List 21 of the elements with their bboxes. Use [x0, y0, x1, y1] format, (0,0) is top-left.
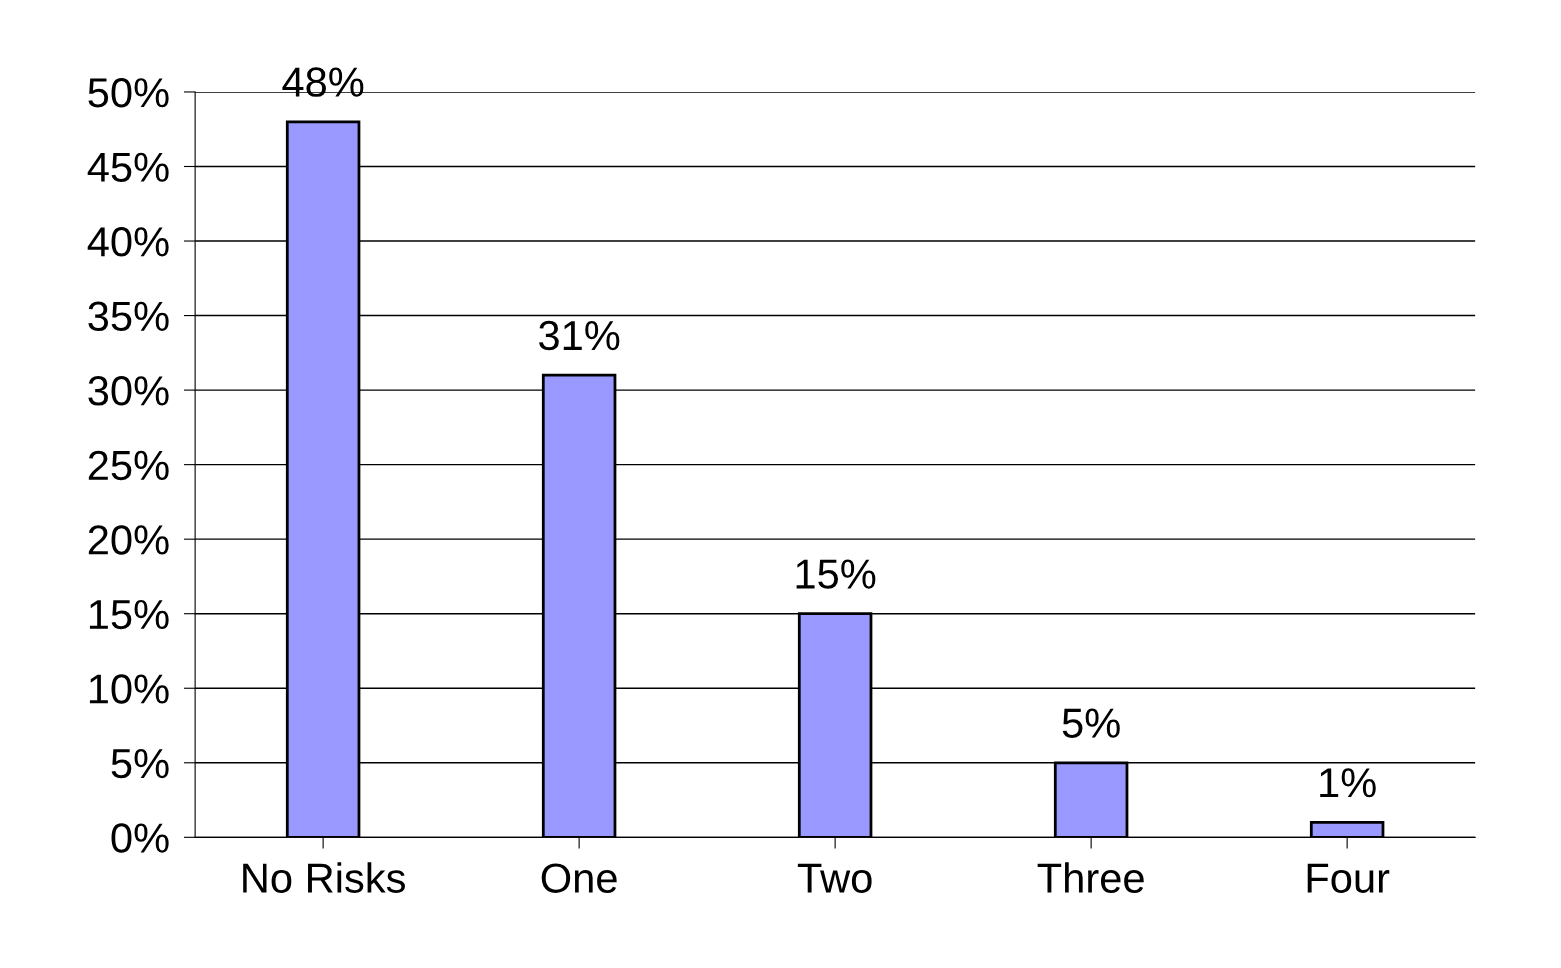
data-label: 15% — [796, 559, 876, 589]
data-label: 1% — [1320, 768, 1376, 798]
data-label: 5% — [1062, 708, 1120, 738]
x-tick-label: Two — [797, 863, 872, 893]
y-tick-label: 10% — [89, 674, 169, 704]
y-tick-label: 30% — [88, 376, 169, 406]
y-tick-label: 20% — [88, 525, 169, 555]
y-tick-label: 25% — [88, 450, 169, 481]
x-tick-label: Four — [1307, 863, 1390, 893]
x-tick-label: Three — [1037, 862, 1144, 893]
x-tick-label: No Risks — [243, 862, 405, 893]
y-tick-label: 35% — [88, 301, 169, 332]
data-label: 48% — [282, 67, 364, 97]
y-tick-label: 15% — [89, 599, 169, 630]
y-tick-label: 40% — [87, 227, 169, 257]
x-tick-label: One — [541, 863, 617, 893]
y-tick-label: 45% — [87, 152, 169, 182]
data-label: 31% — [539, 320, 620, 351]
y-tick-label: 0% — [111, 823, 169, 853]
y-tick-label: 50% — [88, 77, 169, 108]
y-tick-label: 5% — [111, 748, 169, 779]
